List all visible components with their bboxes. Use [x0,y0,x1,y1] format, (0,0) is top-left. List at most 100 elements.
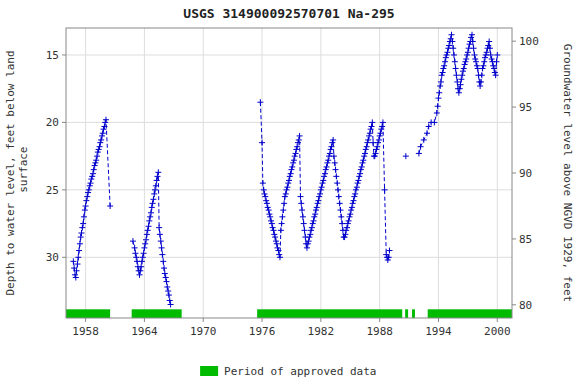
marker [77,241,83,247]
marker [359,164,365,170]
marker [259,140,265,146]
marker [319,184,325,190]
marker [154,173,160,179]
marker [285,180,291,186]
marker [91,167,97,173]
marker [83,198,89,204]
marker [306,238,312,244]
marker [281,200,287,206]
marker [355,177,361,183]
tick-x [320,318,321,322]
approved-period [405,309,408,318]
marker [334,180,340,186]
marker [445,49,451,55]
marker [152,187,158,193]
marker [144,231,150,237]
y-axis-label: Depth to water level, feet below land su… [4,50,30,295]
marker [354,184,360,190]
marker [452,59,458,65]
marker [335,187,341,193]
marker [290,160,296,166]
marker [93,157,99,163]
tick-label-x: 1958 [72,325,99,338]
marker [364,140,370,146]
marker [330,137,336,143]
marker [291,157,297,163]
marker [137,272,143,278]
approved-period [428,309,512,318]
marker [146,218,152,224]
marker [324,160,330,166]
marker [471,45,477,51]
marker [262,194,268,200]
marker [446,43,452,49]
marker [296,137,302,143]
marker [90,171,96,177]
marker [99,133,105,139]
marker [293,150,299,156]
tick-label-y2: 85 [519,233,532,246]
marker [436,90,442,96]
marker [158,238,164,244]
marker [451,52,457,58]
tick-x [438,318,439,322]
marker [435,103,441,109]
grid-line-x [85,28,86,318]
marker [306,234,312,240]
marker [376,137,382,143]
marker [472,56,478,62]
marker [450,45,456,51]
marker [76,248,82,254]
marker [277,254,283,260]
marker [332,160,338,166]
marker [275,245,281,251]
marker [421,137,427,143]
marker [459,72,465,78]
marker [78,230,84,236]
tick-label-y: 20 [46,116,59,129]
marker [73,275,79,281]
marker [467,41,473,47]
marker [130,238,136,244]
marker [148,210,154,216]
legend-swatch [200,366,218,376]
marker [266,211,272,217]
marker [85,190,91,196]
marker [150,196,156,202]
marker [92,160,98,166]
marker [311,218,317,224]
marker [377,130,383,136]
marker [151,191,157,197]
marker [477,83,483,89]
marker [369,123,375,129]
marker [257,99,263,105]
marker [314,204,320,210]
marker [82,207,88,213]
marker [145,227,151,233]
marker [379,123,385,129]
marker [159,252,165,258]
marker [100,130,106,136]
marker [150,200,156,206]
marker [289,164,295,170]
tick-y [62,257,66,258]
marker [453,72,459,78]
marker [325,157,331,163]
marker [315,200,321,206]
marker [74,261,80,267]
marker [298,200,304,206]
marker [263,198,269,204]
marker [308,227,314,233]
tick-label-x: 1964 [131,325,158,338]
marker [140,254,146,260]
marker [333,173,339,179]
marker [133,254,139,260]
marker [418,144,424,150]
marker [457,86,463,92]
tick-label-x: 1982 [308,325,335,338]
marker [454,79,460,85]
marker [142,241,148,247]
marker [102,119,108,125]
marker [284,184,290,190]
marker [96,146,102,152]
